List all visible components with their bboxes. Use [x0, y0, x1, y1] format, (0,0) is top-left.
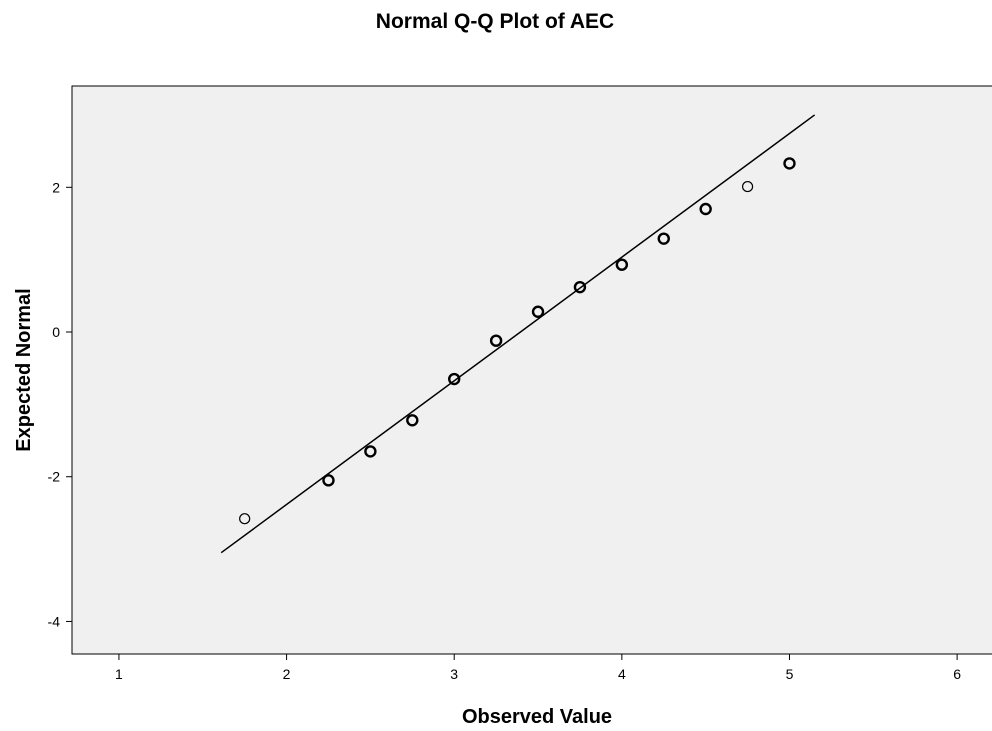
y-tick-label: 2 [52, 179, 60, 195]
data-point [322, 474, 335, 487]
y-tick-label: -2 [48, 469, 61, 485]
reference-line [220, 114, 816, 554]
x-tick-label: 6 [953, 666, 961, 682]
x-axis: 1 2 3 4 5 6 [115, 654, 961, 682]
data-point [657, 232, 670, 245]
data-point [741, 180, 754, 193]
data-point [783, 157, 796, 170]
data-point [699, 202, 712, 216]
x-axis-label: Observed Value [462, 706, 612, 728]
data-point [448, 372, 461, 386]
data-point [364, 445, 377, 458]
y-axis: -4 -2 0 2 [48, 179, 72, 629]
y-tick-label: -4 [48, 613, 61, 629]
y-axis-label: Expected Normal [13, 288, 35, 451]
data-point [615, 258, 629, 271]
x-tick-label: 5 [786, 666, 794, 682]
data-point [406, 414, 419, 427]
data-point [573, 280, 587, 294]
x-tick-label: 2 [283, 666, 291, 682]
plot-area [71, 85, 992, 655]
data-point [531, 305, 545, 318]
y-tick-label: 0 [52, 324, 60, 340]
data-point [239, 513, 251, 525]
chart-title: Normal Q-Q Plot of AEC [376, 10, 614, 33]
data-point [489, 334, 503, 347]
x-tick-label: 4 [618, 666, 626, 682]
x-tick-label: 1 [115, 666, 123, 682]
data-points [239, 157, 796, 525]
x-tick-label: 3 [450, 666, 458, 682]
